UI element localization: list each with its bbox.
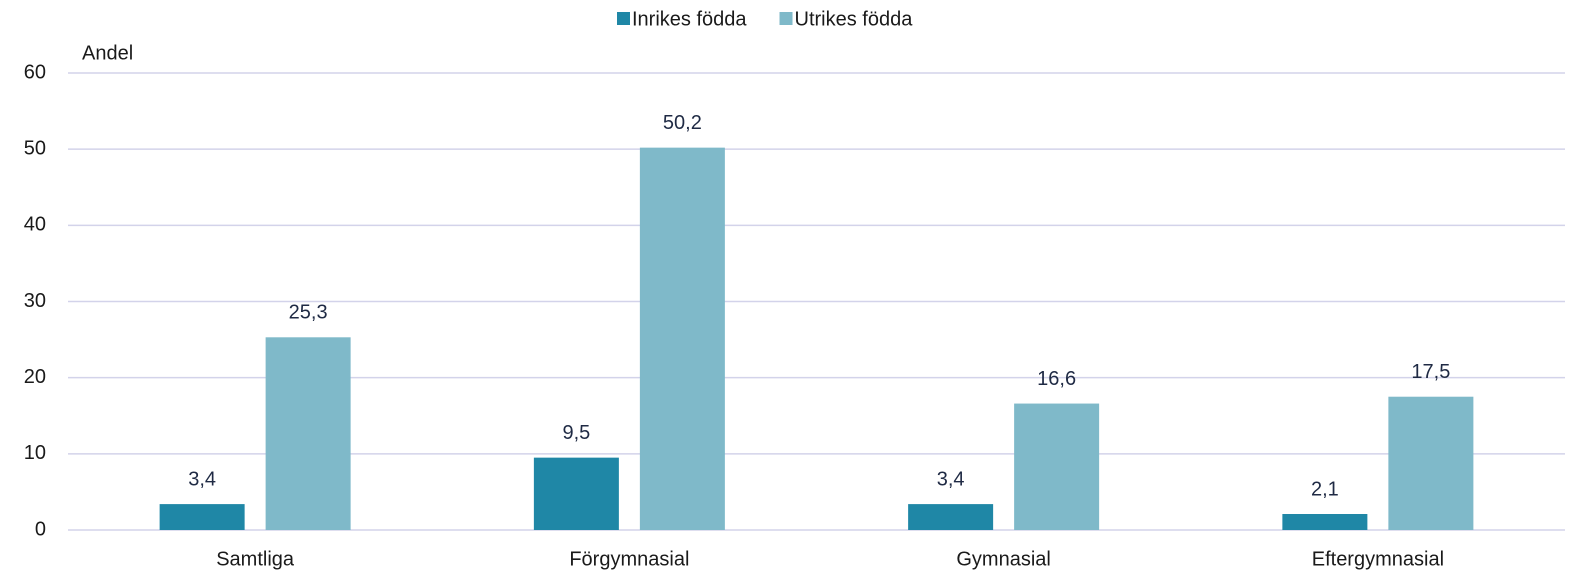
bar: [908, 504, 994, 530]
bar: [533, 457, 619, 530]
bar: [265, 337, 351, 530]
data-label: 2,1: [1311, 478, 1339, 500]
y-tick-label: 40: [24, 214, 46, 236]
x-tick-label: Förgymnasial: [569, 548, 689, 570]
bar: [1388, 396, 1474, 530]
y-tick-label: 60: [24, 61, 46, 83]
y-tick-label: 10: [24, 442, 46, 464]
y-tick-label: 30: [24, 290, 46, 312]
data-label: 25,3: [289, 302, 328, 324]
data-label: 50,2: [663, 112, 702, 134]
x-tick-label: Gymnasial: [956, 548, 1050, 570]
bar: [639, 147, 725, 531]
bar: [1014, 403, 1100, 530]
bar: [159, 504, 245, 530]
x-tick-label: Samtliga: [216, 548, 295, 570]
y-tick-label: 0: [35, 518, 46, 540]
legend-label: Inrikes födda: [632, 8, 747, 30]
x-tick-label: Eftergymnasial: [1312, 548, 1444, 570]
legend-label: Utrikes födda: [795, 8, 914, 30]
data-label: 17,5: [1411, 361, 1450, 383]
bar: [1282, 514, 1368, 530]
legend-swatch: [779, 12, 793, 25]
legend-swatch: [617, 12, 630, 25]
data-label: 3,4: [188, 468, 216, 490]
y-tick-label: 50: [24, 137, 46, 159]
data-label: 16,6: [1037, 368, 1076, 390]
y-tick-label: 20: [24, 366, 46, 388]
data-label: 9,5: [562, 422, 590, 444]
y-axis-label: Andel: [82, 42, 133, 64]
data-label: 3,4: [937, 468, 965, 490]
